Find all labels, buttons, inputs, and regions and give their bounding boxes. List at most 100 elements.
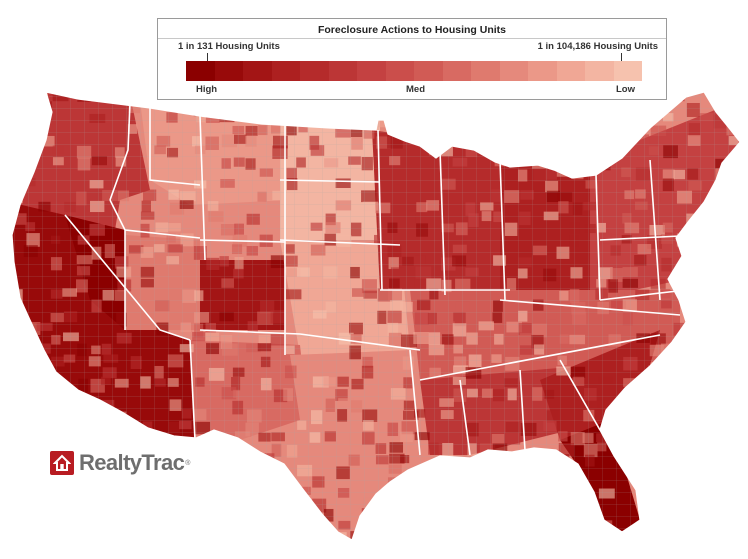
county-cell — [676, 443, 689, 453]
county-cell — [480, 541, 493, 549]
county-cell — [207, 101, 223, 111]
county-cell — [429, 488, 442, 497]
county-cell — [479, 136, 493, 150]
county-cell — [374, 543, 390, 552]
state-border — [124, 229, 201, 239]
house-icon — [50, 451, 74, 475]
county-cell — [636, 409, 646, 418]
county-cell — [402, 532, 413, 540]
county-cell — [468, 532, 483, 540]
county-cell — [699, 344, 710, 358]
county-cell — [23, 102, 37, 115]
county-cell — [570, 509, 580, 522]
county-cell — [741, 222, 748, 233]
county-cell — [505, 125, 516, 140]
county-cell — [128, 521, 141, 535]
state-border — [599, 289, 687, 301]
county-cell — [246, 530, 257, 540]
county-cell — [637, 378, 650, 389]
county-cell — [468, 114, 479, 128]
state-border — [439, 149, 446, 296]
county-cell — [662, 475, 678, 488]
county-cell — [233, 476, 247, 487]
county-cell — [505, 542, 517, 552]
legend-level-med: Med — [406, 84, 425, 95]
county-cell — [102, 432, 112, 442]
county-cell — [88, 420, 99, 431]
county-cell — [740, 288, 748, 300]
county-cell — [23, 333, 35, 344]
county-cell — [520, 454, 536, 466]
legend-low-tick — [621, 53, 622, 61]
county-cell — [713, 323, 729, 337]
county-cell — [727, 422, 740, 437]
county-cell — [712, 300, 726, 313]
county-cell — [452, 509, 463, 523]
county-cell — [24, 345, 36, 359]
county-cell — [701, 323, 717, 338]
legend-swatch — [556, 61, 585, 81]
county-cell — [441, 135, 457, 144]
county-cell — [296, 498, 308, 508]
county-cell — [193, 488, 208, 501]
state-border — [649, 159, 661, 301]
legend-swatch — [328, 61, 357, 81]
county-cell — [257, 476, 273, 486]
county-cell — [742, 300, 748, 312]
county-cell — [530, 521, 544, 532]
legend-swatch — [585, 61, 614, 81]
county-cell — [686, 497, 700, 512]
state-border — [189, 339, 196, 441]
county-cell — [712, 366, 727, 380]
county-cell — [714, 421, 724, 435]
county-cell — [221, 464, 233, 474]
county-cell — [270, 532, 286, 540]
county-cell — [701, 388, 717, 397]
county-cell — [416, 510, 433, 520]
county-cell — [572, 124, 586, 136]
county-cell — [624, 422, 639, 435]
legend-swatch — [414, 61, 443, 81]
county-cell — [647, 388, 659, 401]
county-cell — [168, 508, 184, 521]
county-cell — [610, 409, 623, 420]
county-cell — [494, 464, 509, 477]
county-cell — [741, 487, 748, 501]
county-cell — [12, 399, 23, 409]
county-cell — [390, 499, 404, 513]
legend-swatch — [243, 61, 272, 81]
county-cell — [247, 543, 262, 551]
county-cell — [129, 476, 143, 491]
county-cell — [37, 433, 48, 442]
county-cell — [725, 266, 736, 279]
county-cell — [478, 124, 490, 134]
county-cell — [728, 245, 740, 257]
legend: Foreclosure Actions to Housing Units 1 i… — [157, 18, 667, 100]
county-cell — [415, 499, 428, 514]
county-cell — [661, 387, 672, 397]
county-cell — [23, 498, 36, 507]
state-border — [499, 299, 681, 316]
county-cell — [467, 476, 480, 488]
county-cell — [676, 477, 691, 489]
county-cell — [361, 103, 376, 115]
county-cell — [585, 520, 597, 533]
county-cell — [623, 112, 638, 124]
county-cell — [495, 543, 505, 551]
county-cell — [725, 432, 737, 443]
county-cell — [363, 112, 375, 124]
state-border — [419, 334, 661, 381]
county-cell — [39, 376, 50, 390]
county-cell — [260, 466, 275, 478]
state-border — [279, 179, 381, 183]
county-cell — [621, 541, 636, 555]
state-border — [109, 102, 131, 201]
county-cell — [647, 432, 663, 442]
legend-swatch — [300, 61, 329, 81]
county-cell — [206, 542, 220, 551]
county-cell — [26, 530, 43, 540]
county-cell — [687, 543, 699, 556]
county-cell — [479, 464, 490, 479]
county-cell — [699, 444, 716, 458]
county-cell — [285, 532, 300, 540]
